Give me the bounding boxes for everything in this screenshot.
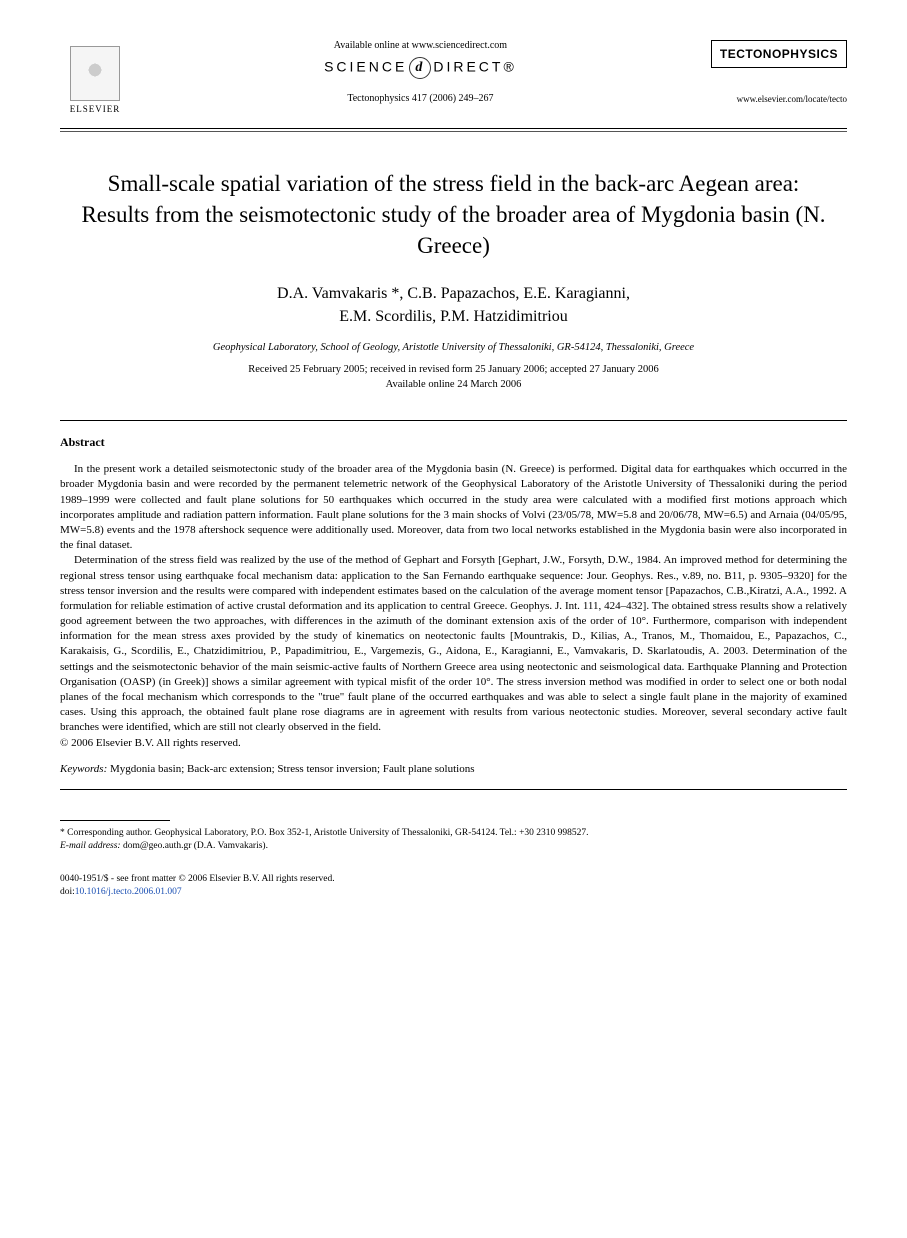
- abstract-body: In the present work a detailed seismotec…: [60, 462, 847, 735]
- journal-url: www.elsevier.com/locate/tecto: [711, 94, 847, 104]
- available-online-text: Available online at www.sciencedirect.co…: [150, 40, 691, 51]
- dates-block: Received 25 February 2005; received in r…: [60, 363, 847, 392]
- header-center: Available online at www.sciencedirect.co…: [130, 40, 711, 104]
- footnote-rule: [60, 820, 170, 821]
- footnote-corr-text: * Corresponding author. Geophysical Labo…: [60, 827, 847, 840]
- sd-prefix: SCIENCE: [324, 59, 407, 75]
- keywords-label: Keywords:: [60, 763, 107, 775]
- doi-link[interactable]: 10.1016/j.tecto.2006.01.007: [75, 887, 182, 897]
- citation-line: Tectonophysics 417 (2006) 249–267: [150, 93, 691, 104]
- header-bar: ELSEVIER Available online at www.science…: [60, 40, 847, 120]
- keywords-line: Keywords: Mygdonia basin; Back-arc exten…: [60, 763, 847, 775]
- abstract-heading: Abstract: [60, 435, 847, 450]
- email-attribution: (D.A. Vamvakaris).: [191, 841, 268, 851]
- affiliation: Geophysical Laboratory, School of Geolog…: [60, 342, 847, 353]
- copyright-line: © 2006 Elsevier B.V. All rights reserved…: [60, 737, 847, 749]
- footer-front-matter: 0040-1951/$ - see front matter © 2006 El…: [60, 873, 847, 886]
- sd-d-icon: d: [409, 57, 431, 79]
- authors-line-1: D.A. Vamvakaris *, C.B. Papazachos, E.E.…: [60, 283, 847, 305]
- dates-received: Received 25 February 2005; received in r…: [60, 363, 847, 378]
- dates-online: Available online 24 March 2006: [60, 378, 847, 393]
- journal-box: TECTONOPHYSICS www.elsevier.com/locate/t…: [711, 40, 847, 104]
- elsevier-label: ELSEVIER: [70, 104, 121, 114]
- abstract-paragraph-1: In the present work a detailed seismotec…: [60, 462, 847, 553]
- email-label: E-mail address:: [60, 841, 121, 851]
- authors-line-2: E.M. Scordilis, P.M. Hatzidimitriou: [60, 306, 847, 328]
- article-title: Small-scale spatial variation of the str…: [60, 168, 847, 261]
- sd-suffix: DIRECT®: [433, 59, 516, 75]
- footer-block: 0040-1951/$ - see front matter © 2006 El…: [60, 873, 847, 899]
- rule-top-2: [60, 131, 847, 132]
- rule-below-keywords: [60, 789, 847, 790]
- abstract-paragraph-2: Determination of the stress field was re…: [60, 553, 847, 735]
- rule-above-abstract: [60, 420, 847, 421]
- rule-top-1: [60, 128, 847, 129]
- sciencedirect-logo: SCIENCEdDIRECT®: [150, 57, 691, 79]
- corresponding-author-footnote: * Corresponding author. Geophysical Labo…: [60, 827, 847, 853]
- elsevier-tree-icon: [70, 46, 120, 101]
- elsevier-logo: ELSEVIER: [60, 40, 130, 120]
- email-address: dom@geo.auth.gr: [121, 841, 192, 851]
- footer-doi-line: doi:10.1016/j.tecto.2006.01.007: [60, 886, 847, 899]
- keywords-text: Mygdonia basin; Back-arc extension; Stre…: [107, 763, 474, 775]
- authors-block: D.A. Vamvakaris *, C.B. Papazachos, E.E.…: [60, 283, 847, 328]
- journal-name: TECTONOPHYSICS: [711, 40, 847, 68]
- footnote-email-line: E-mail address: dom@geo.auth.gr (D.A. Va…: [60, 840, 847, 853]
- doi-label: doi:: [60, 887, 75, 897]
